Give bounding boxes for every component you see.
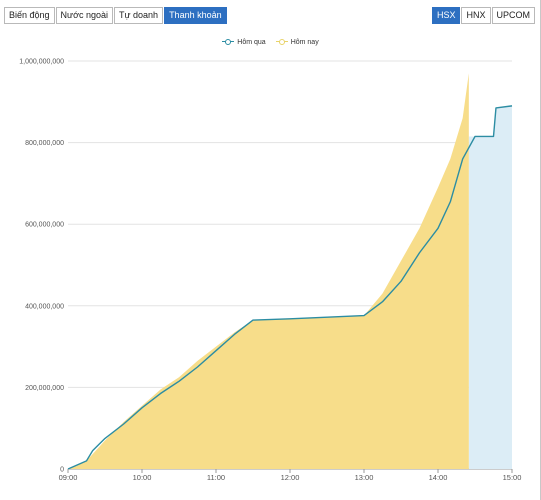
x-tick-label: 09:00 (59, 473, 78, 482)
series-hom-qua-line (67, 105, 513, 470)
y-tick-label: 200,000,000 (25, 385, 64, 392)
legend-label-hom-qua: Hôm qua (237, 38, 266, 46)
tab-tu-doanh[interactable]: Tự doanh (114, 7, 164, 24)
y-tick-label: 0 (60, 467, 64, 474)
x-tick-label: 15:00 (503, 473, 522, 482)
tab-bar: Biến động Nước ngoài Tự doanh Thanh khoả… (4, 7, 228, 24)
x-tick-label: 11:00 (207, 473, 225, 482)
legend-marker-icon (222, 38, 235, 46)
legend-marker-icon (275, 38, 288, 46)
exchange-hnx-button[interactable]: HNX (461, 7, 491, 24)
x-tick-label: 12:00 (281, 473, 300, 482)
exchange-hsx-button[interactable]: HSX (431, 7, 461, 24)
legend-item-hom-nay[interactable]: Hôm nay (275, 38, 319, 46)
x-tick-label: 10:00 (133, 473, 152, 482)
tab-thanh-khoan[interactable]: Thanh khoản (164, 7, 227, 24)
y-tick-label: 800,000,000 (25, 140, 64, 147)
exchange-upcom-button[interactable]: UPCOM (491, 7, 535, 24)
tab-bien-dong[interactable]: Biến động (4, 7, 55, 24)
legend-label-hom-nay: Hôm nay (290, 38, 319, 46)
y-tick-label: 600,000,000 (25, 222, 64, 229)
y-tick-label: 1,000,000,000 (19, 59, 64, 66)
y-tick-label: 400,000,000 (25, 303, 64, 310)
exchange-selector: HSX HNX UPCOM (431, 7, 535, 24)
chart-legend: Hôm qua Hôm nay (0, 38, 541, 46)
x-tick-label: 13:00 (355, 473, 374, 482)
legend-item-hom-qua[interactable]: Hôm qua (222, 38, 266, 46)
x-tick-label: 14:00 (429, 473, 448, 482)
tab-nuoc-ngoai[interactable]: Nước ngoài (55, 7, 113, 24)
series-hom-qua-area (468, 105, 512, 469)
series-hom-nay-area (68, 73, 469, 470)
